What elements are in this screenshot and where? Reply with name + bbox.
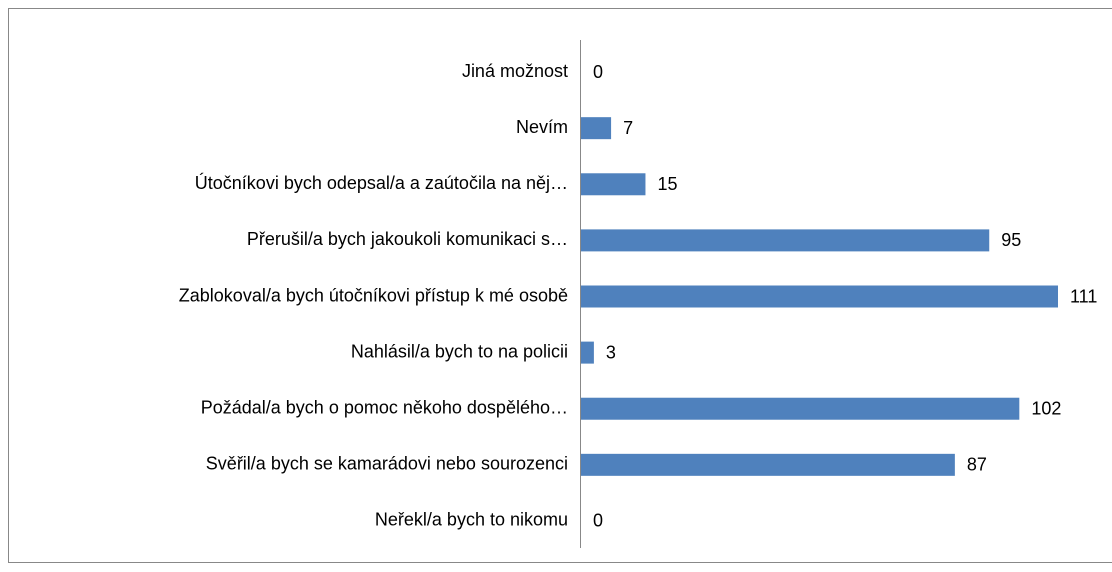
data-label: 87	[967, 455, 987, 475]
bar	[581, 397, 1020, 420]
data-label: 0	[593, 511, 603, 531]
category-label: Přerušil/a bych jakoukoli komunikaci s…	[247, 229, 568, 249]
category-label: Zablokoval/a bych útočníkovi přístup k m…	[179, 285, 568, 305]
data-label: 0	[593, 62, 603, 82]
category-label: Útočníkovi bych odepsal/a a zaútočila na…	[195, 172, 568, 193]
data-label: 102	[1031, 398, 1061, 418]
bar	[581, 341, 594, 364]
data-label: 111	[1070, 286, 1097, 306]
category-label: Nevím	[516, 117, 568, 137]
bar	[581, 229, 990, 252]
data-label: 3	[606, 342, 616, 362]
category-label: Požádal/a bych o pomoc někoho dospělého…	[201, 397, 568, 417]
category-label: Svěřil/a bych se kamarádovi nebo souroze…	[206, 454, 568, 474]
data-label: 15	[657, 174, 677, 194]
category-label: Jiná možnost	[462, 61, 568, 81]
bar	[581, 285, 1058, 308]
bar	[581, 453, 955, 476]
data-label: 7	[623, 118, 633, 138]
category-label: Nahlásil/a bych to na policii	[351, 341, 568, 361]
data-label: 95	[1001, 230, 1021, 250]
bar	[581, 173, 646, 196]
category-label: Neřekl/a bych to nikomu	[375, 510, 568, 530]
bar	[581, 117, 612, 140]
